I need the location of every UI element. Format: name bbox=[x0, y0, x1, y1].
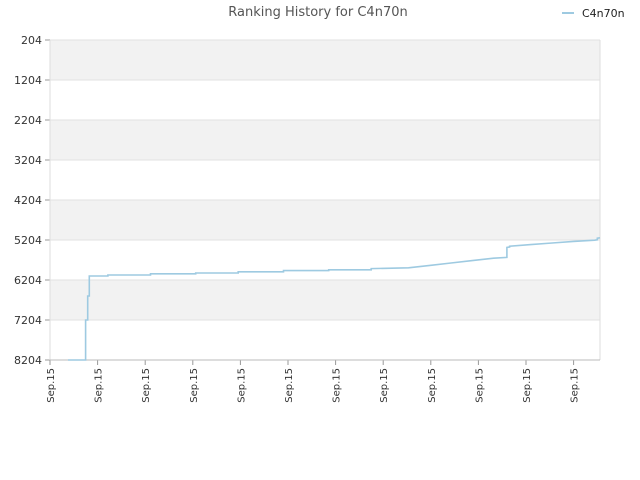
y-tick-label: 204 bbox=[21, 34, 42, 47]
x-tick-label: Sep.15 bbox=[189, 368, 200, 403]
x-tick-label: Sep.15 bbox=[284, 368, 295, 403]
plot-band bbox=[50, 320, 600, 360]
legend: C4n70n bbox=[562, 7, 625, 20]
plot-background bbox=[50, 40, 600, 360]
plot-band bbox=[50, 80, 600, 120]
x-tick-label: Sep.15 bbox=[141, 368, 152, 403]
y-tick-label: 6204 bbox=[14, 274, 42, 287]
x-tick-label: Sep.15 bbox=[570, 368, 581, 403]
plot-band bbox=[50, 120, 600, 160]
x-tick-label: Sep.15 bbox=[236, 368, 247, 403]
x-tick-label: Sep.15 bbox=[522, 368, 533, 403]
y-tick-label: 7204 bbox=[14, 314, 42, 327]
x-tick-label: Sep.15 bbox=[46, 368, 57, 403]
x-axis: Sep.15 Sep.15 Sep.15 Sep.15 Sep.15 Sep.15 Sep.… bbox=[46, 359, 600, 403]
x-tick-label: Sep.15 bbox=[94, 368, 105, 403]
legend-label: C4n70n bbox=[582, 7, 625, 20]
series-group bbox=[68, 237, 601, 361]
plot-band bbox=[50, 40, 600, 80]
x-tick-label: Sep.15 bbox=[379, 368, 390, 403]
y-tick-label: 4204 bbox=[14, 194, 42, 207]
plot-band bbox=[50, 280, 600, 320]
y-tick-label: 8204 bbox=[14, 354, 42, 367]
x-tick-label: Sep.15 bbox=[332, 368, 343, 403]
y-tick-label: 5204 bbox=[14, 234, 42, 247]
y-tick-label: 3204 bbox=[14, 154, 42, 167]
plot-band bbox=[50, 160, 600, 200]
x-tick-label: Sep.15 bbox=[474, 368, 485, 403]
y-tick-label: 1204 bbox=[14, 74, 42, 87]
y-axis: 204 1204 2204 3204 4204 5204 6204 7204 8204 bbox=[14, 34, 601, 367]
x-tick-label: Sep.15 bbox=[427, 368, 438, 403]
plot-band bbox=[50, 200, 600, 240]
series-line-c4n70n bbox=[68, 237, 601, 361]
y-tick-label: 2204 bbox=[14, 114, 42, 127]
chart-title: Ranking History for C4n70n bbox=[228, 5, 407, 20]
